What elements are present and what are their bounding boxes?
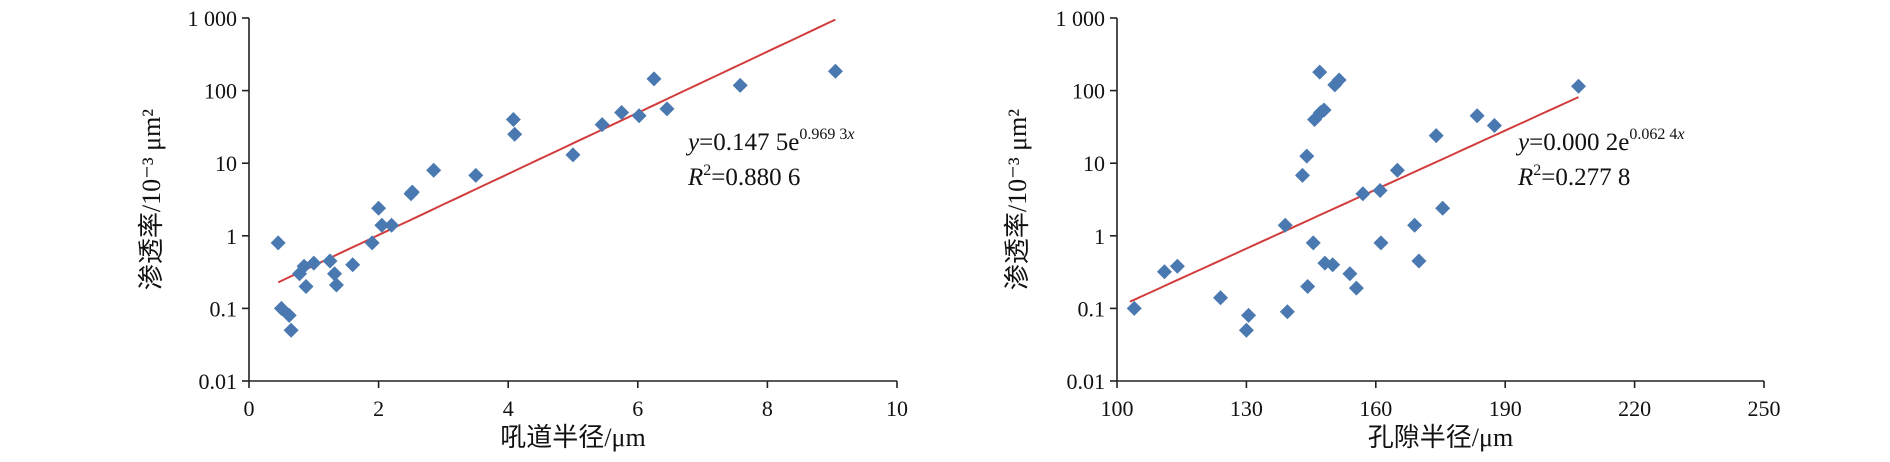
data-point [1428,128,1444,144]
y-tick-label: 0.01 [1067,369,1106,394]
data-point [327,266,343,282]
x-tick-label: 220 [1618,396,1651,421]
x-tick-label: 250 [1748,396,1781,421]
y-axis-title: 渗透率/10⁻³ μm² [1003,109,1032,290]
x-tick-label: 10 [886,396,908,421]
y-tick-label: 0.1 [1078,296,1106,321]
data-point [371,200,387,216]
r-squared-label: R2=0.880 6 [687,162,800,191]
data-point [345,257,361,273]
data-point [306,255,322,271]
data-point [1169,258,1185,274]
y-tick-label: 0.01 [199,369,238,394]
y-tick-label: 10 [215,151,237,176]
x-tick-label: 160 [1359,396,1392,421]
trendline-equation: y=0.000 2e0.062 4x [1515,126,1684,156]
data-point [1435,200,1451,216]
data-point [732,77,748,93]
data-point [1571,78,1587,94]
data-point [614,104,630,120]
y-tick-label: 100 [204,79,237,104]
x-tick-label: 0 [244,396,255,421]
x-tick-label: 190 [1489,396,1522,421]
data-point [1316,102,1332,118]
x-tick-label: 100 [1101,396,1134,421]
data-point [1411,253,1427,269]
data-point [328,277,344,293]
data-point [1373,235,1389,251]
data-point [565,147,581,163]
data-point [1407,217,1423,233]
data-point [283,322,299,338]
data-point [659,101,675,117]
data-point [1312,64,1328,80]
data-point [1305,235,1321,251]
data-point [426,162,442,178]
data-point [827,63,843,79]
data-point [1126,300,1142,316]
x-axis-title: 孔隙半径/μm [1368,423,1513,452]
r-squared-label: R2=0.277 8 [1517,162,1630,191]
data-point [1469,108,1485,124]
data-point [1294,167,1310,183]
y-axis-title: 渗透率/10⁻³ μm² [137,109,166,290]
y-tick-label: 0.1 [210,296,238,321]
data-point [374,217,390,233]
data-point [281,307,297,323]
data-point [270,235,286,251]
data-point [1372,183,1388,199]
data-point [1331,72,1347,88]
data-point [1300,279,1316,295]
data-point [364,235,380,251]
data-point [507,126,523,142]
data-point [646,71,662,87]
data-point [1299,148,1315,164]
data-point [1348,280,1364,296]
data-point [1277,217,1293,233]
data-point [384,217,400,233]
data-point [1156,264,1172,280]
data-point [1238,322,1254,338]
data-point [594,117,610,133]
y-tick-label: 1 000 [1056,6,1106,31]
x-tick-label: 130 [1230,396,1263,421]
data-point [322,253,338,269]
data-point [404,184,420,200]
data-point [1389,162,1405,178]
data-point [1342,266,1358,282]
trendline-equation: y=0.147 5e0.969 3x [685,126,854,156]
y-tick-label: 1 [1094,224,1105,249]
left-chart-throat-radius: 0.01 0.1 1 10 100 1 000 0 2 4 6 8 10 吼道半径/μm 渗透率/10⁻³… [137,6,908,452]
x-tick-label: 8 [762,396,773,421]
y-tick-label: 10 [1083,151,1105,176]
y-tick-label: 100 [1072,79,1105,104]
x-tick-label: 4 [503,396,514,421]
x-tick-label: 6 [632,396,643,421]
data-point [1325,257,1341,273]
trendline [1129,96,1579,303]
y-tick-label: 1 [226,224,237,249]
data-point [1213,290,1229,306]
right-chart-pore-radius: 0.01 0.1 1 10 100 1 000 100 130 160 190 220 250 孔隙半径… [1003,6,1781,452]
x-tick-label: 2 [373,396,384,421]
data-point [298,279,314,295]
data-point [468,167,484,183]
y-tick-label: 1 000 [188,6,238,31]
data-point [631,108,647,124]
x-axis-title: 吼道半径/μm [500,423,645,452]
data-point [1279,304,1295,320]
data-point [1486,118,1502,134]
data-point [505,111,521,127]
data-point [1241,307,1257,323]
data-point [1355,186,1371,202]
